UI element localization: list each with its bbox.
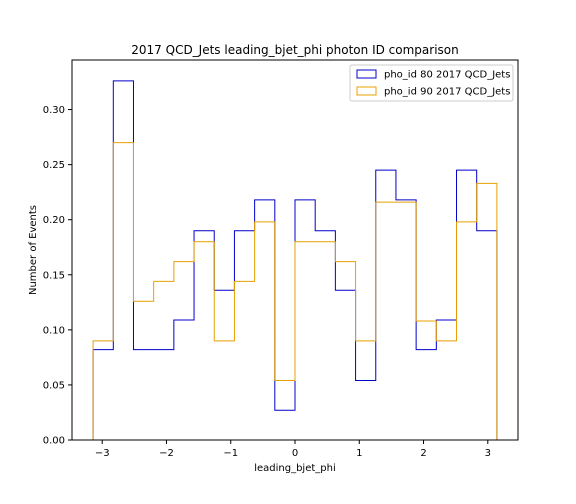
legend-swatch-0 [356, 69, 377, 79]
y-tick-label: 0.30 [43, 105, 65, 116]
series-layer [92, 80, 498, 440]
x-tick-label: 0 [292, 448, 298, 459]
y-tick-label: 0.10 [43, 325, 65, 336]
x-tick-label: −2 [159, 448, 174, 459]
legend-swatch-1 [356, 86, 377, 96]
x-tick-label: −3 [95, 448, 110, 459]
y-axis-label: Number of Events [28, 205, 39, 295]
y-tick-label: 0.20 [43, 215, 65, 226]
y-tick-label: 0.05 [43, 380, 65, 391]
x-tick-label: 1 [356, 448, 362, 459]
x-tick-label: −1 [223, 448, 238, 459]
legend-label-0: pho_id 80 2017 QCD_Jets [384, 70, 510, 81]
y-tick-label: 0.25 [43, 160, 65, 171]
x-axis-label: leading_bjet_phi [254, 463, 336, 474]
series-1-step-line [92, 142, 498, 440]
x-tick-label: 2 [420, 448, 426, 459]
chart-title: 2017 QCD_Jets leading_bjet_phi photon ID… [131, 43, 458, 57]
x-tick-label: 3 [485, 448, 491, 459]
x-axis-ticks: −3 −2 −1 0 1 2 3 [95, 440, 491, 459]
y-tick-label: 0.00 [43, 436, 65, 447]
legend: pho_id 80 2017 QCD_Jets pho_id 90 2017 QC… [349, 64, 514, 102]
y-axis-ticks: 0.00 0.05 0.10 0.15 0.20 0.25 0.30 [43, 105, 72, 447]
y-tick-label: 0.15 [43, 270, 65, 281]
legend-box [349, 64, 514, 102]
legend-label-1: pho_id 90 2017 QCD_Jets [384, 87, 510, 98]
